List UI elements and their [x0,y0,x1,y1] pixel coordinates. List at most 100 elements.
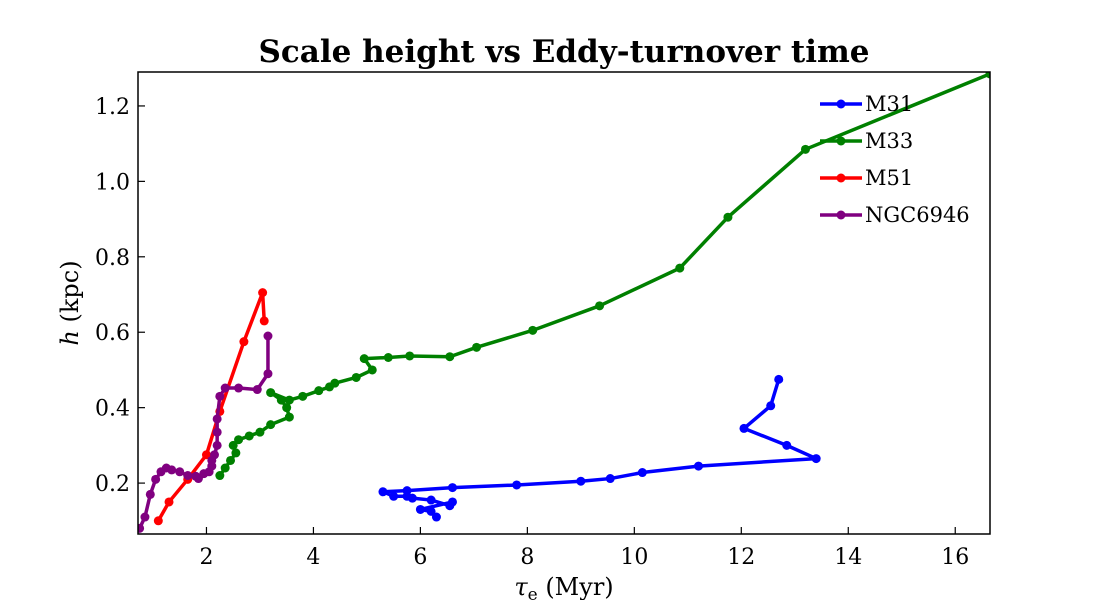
data-point-m33 [445,352,455,362]
data-point-ngc6946 [220,383,230,393]
data-point-m33 [234,435,244,445]
data-point-m33 [351,372,361,382]
y-tick-label: 0.8 [95,246,130,271]
series-ngc6946 [138,331,273,533]
data-point-m33 [266,420,276,430]
data-point-m33 [215,471,225,481]
data-point-m33 [284,395,294,405]
legend-item-m31: M31 [820,92,913,116]
y-axis: 0.2 0.4 0.6 0.8 1.0 1.2 [95,95,145,497]
data-point-m33 [266,388,276,398]
data-point-ngc6946 [140,512,150,522]
data-point-m33 [298,391,308,401]
y-tick-label: 1.0 [95,170,130,195]
data-point-m31 [811,454,821,464]
data-point-m33 [367,365,377,375]
series-line-m51 [156,290,266,523]
data-point-ngc6946 [151,474,161,484]
legend-item-m33: M33 [820,129,913,153]
data-point-ngc6946 [212,440,222,450]
data-point-m31 [402,486,412,496]
data-point-ngc6946 [263,331,273,341]
data-point-m33 [528,325,538,335]
legend-item-m51: M51 [820,166,913,190]
y-tick-label: 1.2 [95,95,130,120]
series-layer [138,72,990,533]
data-point-m31 [576,476,586,486]
data-point-m51 [164,497,174,507]
data-point-ngc6946 [263,369,273,379]
data-point-m33 [723,212,733,222]
data-point-m51 [239,337,249,347]
data-point-m31 [694,461,704,471]
series-m31 [378,374,821,522]
y-tick-label: 0.4 [95,397,130,422]
data-point-m31 [512,480,522,490]
y-axis-label-unit: (kpc) [56,260,84,330]
data-point-ngc6946 [212,414,222,424]
data-point-m33 [985,72,990,79]
data-point-m33 [675,263,685,273]
data-point-m51 [258,288,268,298]
data-point-m51 [153,516,163,526]
data-point-m31 [605,474,615,484]
x-tick-label: 10 [620,545,648,570]
legend-item-ngc6946: NGC6946 [820,203,970,227]
series-m33 [215,72,990,481]
data-point-ngc6946 [234,383,244,393]
x-axis: 2 4 6 8 10 12 14 16 [199,527,969,570]
data-point-m31 [739,423,749,433]
x-axis-label: τe (Myr) [514,573,613,600]
chart-title: Scale height vs Eddy-turnover time [258,34,869,70]
x-axis-label-subscript: e [528,585,538,600]
data-point-m33 [282,403,292,413]
legend-swatch-marker [836,173,846,183]
data-point-m51 [259,316,269,326]
x-tick-label: 14 [834,545,862,570]
data-point-m31 [426,506,436,516]
data-point-ngc6946 [212,427,222,437]
data-point-m33 [255,427,265,437]
data-point-m31 [637,468,647,478]
data-point-m33 [383,352,393,362]
data-point-m33 [330,378,340,388]
data-point-m33 [244,431,254,441]
data-point-ngc6946 [252,385,262,395]
plot-area-frame [137,71,991,535]
data-point-ngc6946 [183,471,193,481]
data-point-m33 [228,440,238,450]
series-line-m31 [381,377,818,519]
data-point-m31 [415,504,425,514]
data-point-m33 [284,412,294,422]
data-point-ngc6946 [209,450,219,460]
data-point-m31 [426,495,436,505]
data-point-m33 [472,342,482,352]
data-point-m33 [276,395,286,405]
data-point-m33 [359,354,369,364]
legend-swatch-marker [836,136,846,146]
y-axis-label: h (kpc) [56,260,84,345]
x-tick-label: 6 [413,545,427,570]
x-tick-label: 2 [199,545,213,570]
y-axis-label-symbol: h [56,330,84,345]
x-tick-label: 4 [306,545,320,570]
data-point-m33 [226,455,236,465]
data-point-ngc6946 [167,465,177,475]
data-point-m33 [800,144,810,154]
legend-label: NGC6946 [865,203,970,227]
data-point-m31 [774,374,784,384]
x-tick-label: 16 [941,545,969,570]
y-tick-label: 0.2 [95,472,130,497]
data-point-m31 [445,501,455,511]
y-tick-label: 0.6 [95,321,130,346]
data-point-m31 [431,512,441,522]
data-point-m31 [389,491,399,501]
legend-label: M33 [865,129,913,153]
x-tick-label: 12 [727,545,755,570]
legend-swatch-marker [836,210,846,220]
x-axis-label-symbol: τ [514,573,528,600]
data-point-m33 [595,301,605,311]
data-point-m31 [447,483,457,493]
legend: M31 M33 M51 NGC6946 [820,92,970,227]
